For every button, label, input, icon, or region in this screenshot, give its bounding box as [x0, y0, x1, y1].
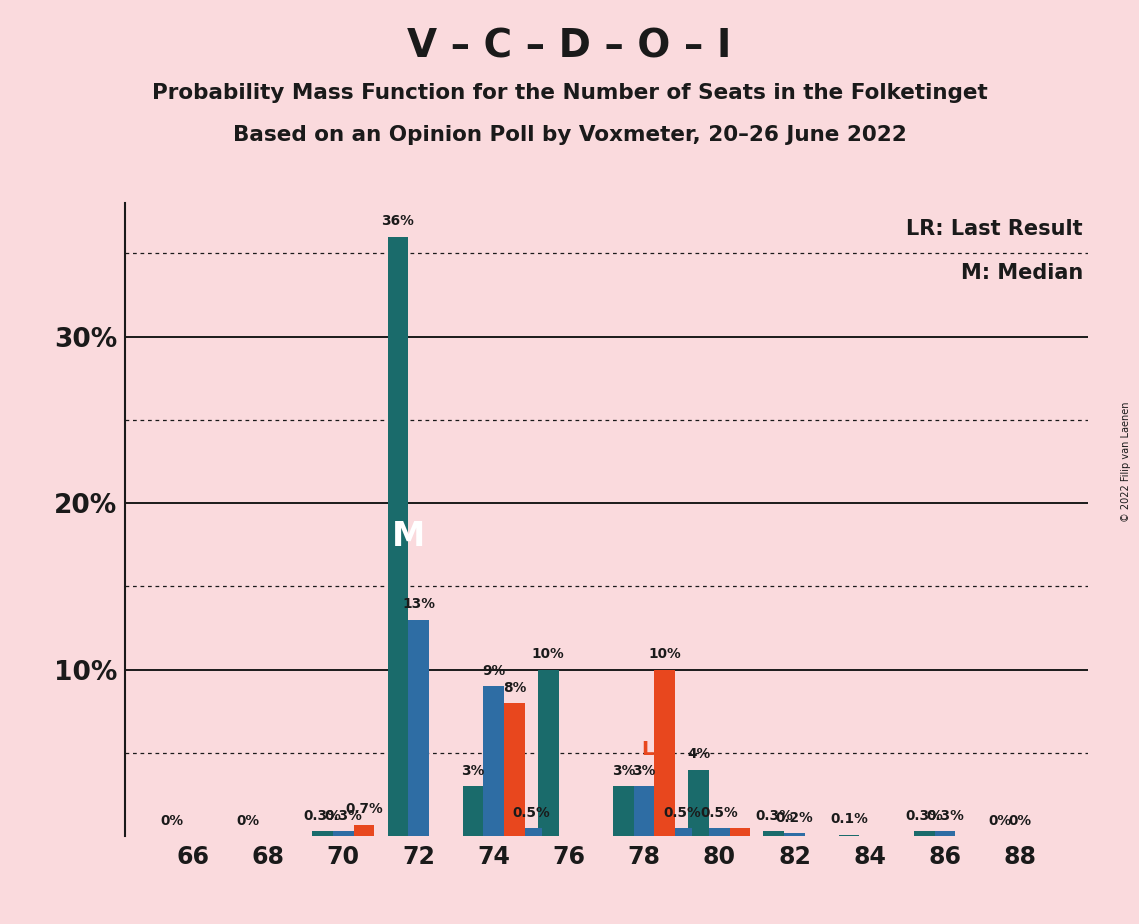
Text: 0.5%: 0.5%	[663, 806, 700, 820]
Bar	[538, 670, 558, 836]
Bar	[483, 687, 505, 836]
Bar	[521, 828, 542, 836]
Text: 0%: 0%	[161, 814, 183, 828]
Text: M: Median: M: Median	[960, 262, 1083, 283]
Text: 0.5%: 0.5%	[700, 806, 738, 820]
Bar	[784, 833, 805, 836]
Text: 4%: 4%	[687, 748, 711, 761]
Bar	[505, 703, 525, 836]
Bar	[671, 828, 693, 836]
Bar	[312, 832, 333, 836]
Text: 0%: 0%	[1008, 814, 1032, 828]
Text: 10%: 10%	[648, 648, 681, 662]
Bar	[708, 828, 730, 836]
Text: LR: LR	[641, 740, 669, 760]
Text: 8%: 8%	[502, 681, 526, 695]
Bar	[838, 834, 859, 836]
Text: 3%: 3%	[461, 764, 485, 778]
Text: Based on an Opinion Poll by Voxmeter, 20–26 June 2022: Based on an Opinion Poll by Voxmeter, 20…	[232, 125, 907, 145]
Bar	[354, 824, 375, 836]
Text: 9%: 9%	[482, 664, 506, 678]
Text: 3%: 3%	[612, 764, 636, 778]
Text: 0.1%: 0.1%	[830, 812, 868, 826]
Bar	[913, 832, 934, 836]
Text: Probability Mass Function for the Number of Seats in the Folketinget: Probability Mass Function for the Number…	[151, 83, 988, 103]
Text: 36%: 36%	[382, 214, 415, 228]
Text: © 2022 Filip van Laenen: © 2022 Filip van Laenen	[1121, 402, 1131, 522]
Bar	[387, 237, 408, 836]
Text: 0.3%: 0.3%	[906, 808, 943, 823]
Bar	[934, 832, 956, 836]
Bar	[462, 786, 483, 836]
Text: V – C – D – O – I: V – C – D – O – I	[408, 28, 731, 66]
Text: 0.2%: 0.2%	[776, 810, 813, 824]
Bar	[408, 620, 429, 836]
Text: 0.3%: 0.3%	[926, 808, 964, 823]
Text: 0.3%: 0.3%	[755, 808, 793, 823]
Bar	[655, 670, 675, 836]
Text: 0.7%: 0.7%	[345, 802, 383, 816]
Text: 0.5%: 0.5%	[513, 806, 550, 820]
Text: LR: Last Result: LR: Last Result	[907, 219, 1083, 239]
Text: M: M	[392, 520, 425, 553]
Bar	[633, 786, 655, 836]
Bar	[333, 832, 354, 836]
Bar	[688, 770, 708, 836]
Bar	[763, 832, 784, 836]
Text: 0%: 0%	[988, 814, 1011, 828]
Text: 3%: 3%	[632, 764, 656, 778]
Text: 0.3%: 0.3%	[325, 808, 362, 823]
Text: 0%: 0%	[236, 814, 259, 828]
Text: 13%: 13%	[402, 597, 435, 612]
Bar	[613, 786, 633, 836]
Text: 10%: 10%	[532, 648, 565, 662]
Text: 0.3%: 0.3%	[304, 808, 342, 823]
Bar	[730, 828, 751, 836]
